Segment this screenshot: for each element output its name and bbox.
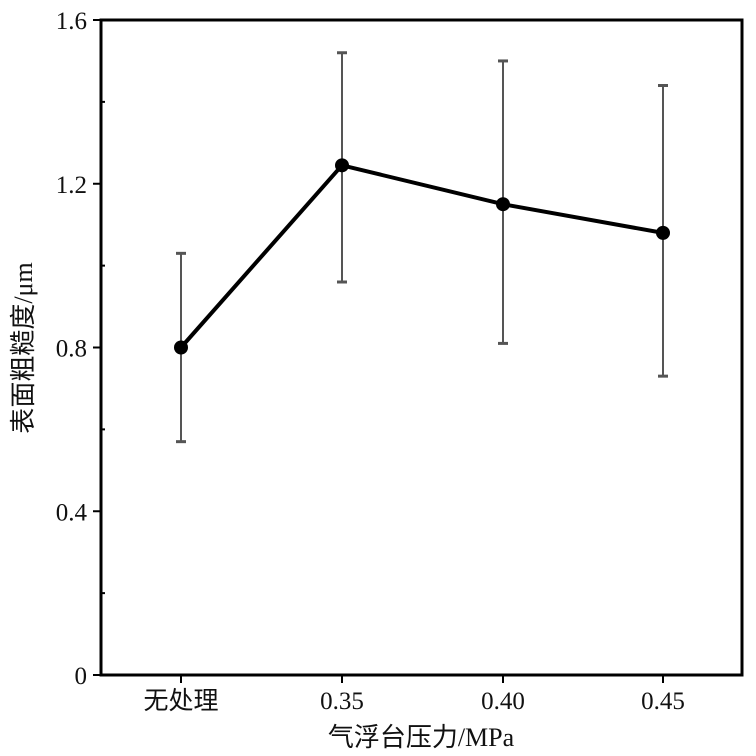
y-tick-label: 1.2 bbox=[56, 172, 87, 199]
x-tick-label: 0.35 bbox=[320, 688, 364, 715]
y-tick-label: 1.6 bbox=[56, 8, 87, 35]
data-point bbox=[496, 197, 510, 212]
data-point bbox=[335, 158, 349, 173]
y-tick-label: 0.4 bbox=[56, 499, 88, 526]
x-tick-label: 0.40 bbox=[481, 688, 525, 715]
y-tick-label: 0.8 bbox=[56, 336, 87, 363]
x-axis-label: 气浮台压力/MPa bbox=[328, 723, 515, 752]
data-point bbox=[656, 225, 670, 240]
plot-frame bbox=[99, 18, 744, 677]
y-axis-label: 表面粗糙度/μm bbox=[9, 262, 38, 433]
y-tick-label: 0 bbox=[75, 663, 88, 690]
x-tick-label: 无处理 bbox=[143, 687, 218, 715]
x-tick-label: 0.45 bbox=[641, 688, 685, 715]
series-line bbox=[179, 163, 664, 349]
data-point bbox=[174, 340, 188, 355]
